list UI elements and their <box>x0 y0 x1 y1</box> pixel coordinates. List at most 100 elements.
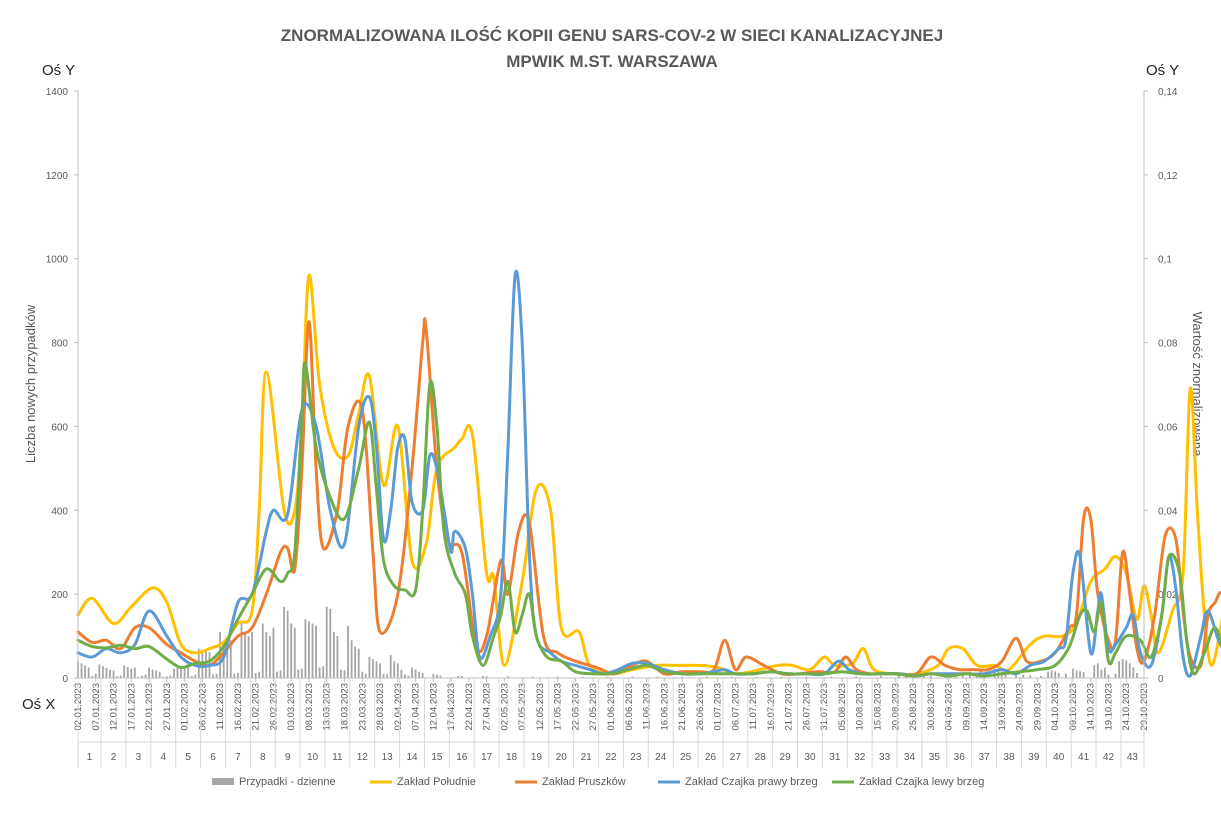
daily-case-bar <box>190 675 193 678</box>
x-date-label: 14.10.2023 <box>1086 683 1097 731</box>
daily-case-bar <box>364 673 367 678</box>
daily-case-bar <box>1079 671 1081 678</box>
daily-case-bar <box>300 668 303 678</box>
x-date-label: 18.03.2023 <box>340 683 351 731</box>
daily-case-bar <box>1072 668 1074 678</box>
daily-case-bar <box>304 619 307 678</box>
daily-case-bar <box>158 671 161 678</box>
daily-case-bar <box>247 636 250 678</box>
daily-case-bar <box>880 675 882 678</box>
daily-case-bar <box>308 621 310 678</box>
daily-case-bar <box>1128 663 1131 678</box>
week-label: 37 <box>979 752 991 763</box>
daily-case-bar <box>183 667 186 678</box>
daily-case-bar <box>730 676 733 678</box>
daily-case-bar <box>379 663 381 678</box>
week-label: 42 <box>1103 752 1115 763</box>
chart-title-line2: MPWIK M.ST. WARSZAWA <box>506 52 718 71</box>
week-label: 35 <box>929 752 941 763</box>
x-date-label: 06.06.2023 <box>624 683 635 731</box>
daily-case-bar <box>258 671 261 678</box>
daily-case-bar <box>233 673 236 678</box>
left-tick-label: 1000 <box>46 255 69 266</box>
daily-case-bar <box>329 608 332 678</box>
daily-case-bar <box>922 675 925 678</box>
daily-case-bar <box>116 676 118 678</box>
week-label: 28 <box>755 752 767 763</box>
daily-case-bar <box>268 636 271 678</box>
week-label: 27 <box>730 752 742 763</box>
y-axis-title-left: Liczba nowych przypadków <box>23 304 38 463</box>
daily-case-bar <box>293 627 296 678</box>
x-date-label: 02.04.2023 <box>393 683 404 731</box>
x-date-label: 06.07.2023 <box>730 683 741 731</box>
daily-case-bar <box>372 659 374 678</box>
x-date-label: 19.10.2023 <box>1103 683 1114 731</box>
left-axis-ticks: 0 200 400 600 800 1000 1200 1400 <box>46 87 78 685</box>
daily-case-bar <box>435 674 438 678</box>
week-label: 14 <box>406 752 418 763</box>
x-date-label: 21.07.2023 <box>784 683 795 731</box>
x-date-label: 24.10.2023 <box>1121 683 1132 731</box>
right-tick-label: 0,14 <box>1158 87 1178 98</box>
daily-case-bar <box>187 661 190 678</box>
x-date-label: 04.09.2023 <box>944 683 955 731</box>
daily-case-bar <box>87 667 90 678</box>
daily-case-bar <box>98 664 101 678</box>
right-tick-label: 0,1 <box>1158 255 1172 266</box>
daily-case-bar <box>336 636 339 678</box>
x-date-label: 16.07.2023 <box>766 683 777 731</box>
legend: Przypadki - dzienne Zakład Południe Zakład… <box>212 776 984 788</box>
daily-case-bar <box>237 672 239 678</box>
daily-case-bar <box>1040 675 1042 678</box>
daily-case-bar <box>261 623 264 678</box>
daily-case-bar <box>905 675 907 678</box>
daily-case-bar <box>169 675 172 678</box>
week-label: 19 <box>531 752 543 763</box>
x-date-label: 21.02.2023 <box>251 683 262 731</box>
daily-case-bar <box>1054 671 1057 678</box>
daily-case-bar <box>173 668 175 678</box>
x-date-label: 13.03.2023 <box>322 683 333 731</box>
week-label: 38 <box>1003 752 1015 763</box>
week-label: 7 <box>235 752 241 763</box>
left-tick-label: 0 <box>62 674 68 685</box>
left-tick-label: 400 <box>51 506 68 517</box>
daily-case-bar <box>297 669 300 678</box>
daily-case-bar <box>361 671 364 678</box>
daily-case-bar <box>1121 659 1124 678</box>
x-date-label: 11.02.2023 <box>215 683 226 730</box>
daily-case-bar <box>414 669 417 678</box>
right-tick-label: 0,02 <box>1158 590 1178 601</box>
daily-case-bar <box>133 667 136 678</box>
x-date-label: 09.09.2023 <box>961 683 972 731</box>
x-date-label: 02.05.2023 <box>499 683 510 731</box>
x-date-label: 12.01.2023 <box>109 683 120 731</box>
x-date-label: 07.04.2023 <box>411 683 422 731</box>
daily-case-bar <box>272 627 275 678</box>
daily-case-bar <box>325 606 328 678</box>
daily-case-bar <box>400 669 403 678</box>
daily-case-bar <box>606 676 609 678</box>
daily-case-bar <box>1118 661 1121 678</box>
daily-case-bar <box>254 672 257 678</box>
daily-case-bar <box>226 638 229 678</box>
daily-case-bar <box>279 670 282 678</box>
daily-case-bar <box>897 675 900 678</box>
series-line-zak-ad-po-udnie <box>76 273 1221 677</box>
daily-case-bar <box>347 625 349 678</box>
right-tick-label: 0 <box>1158 674 1164 685</box>
daily-case-bar <box>151 669 154 678</box>
daily-case-bar <box>350 640 353 678</box>
daily-case-bar <box>432 673 435 678</box>
legend-label: Zakład Czajka lewy brzeg <box>859 776 984 788</box>
daily-case-bar <box>340 669 342 678</box>
daily-case-bar <box>961 674 964 678</box>
daily-case-bar <box>507 676 509 678</box>
x-date-label: 31.07.2023 <box>819 683 830 731</box>
x-date-label: 26.06.2023 <box>695 683 706 731</box>
daily-case-bar <box>1096 663 1099 678</box>
daily-case-bar <box>105 667 108 678</box>
x-date-label: 12.04.2023 <box>428 683 439 731</box>
daily-case-bar <box>144 674 147 678</box>
